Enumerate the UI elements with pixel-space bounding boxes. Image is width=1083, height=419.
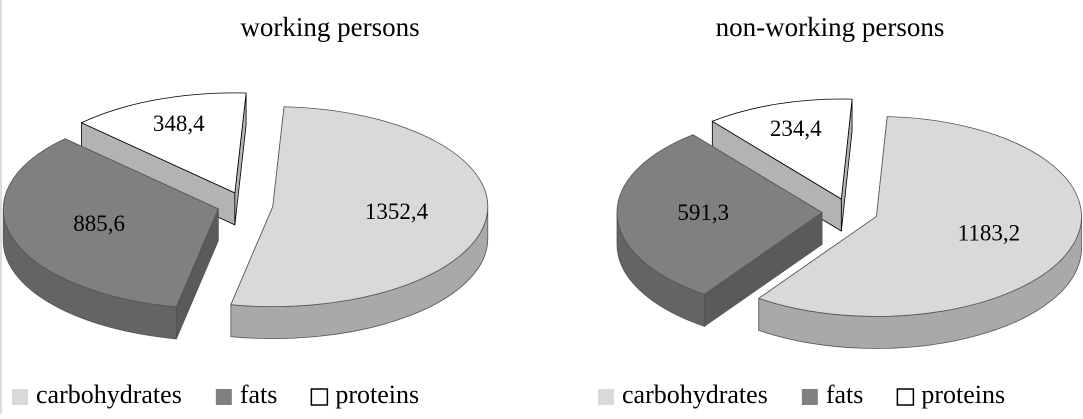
value-label: 591,3 [677,200,729,225]
legend-label: proteins [335,380,419,409]
pie-slice [616,134,823,328]
legend-swatch [310,388,329,406]
slice-top [2,138,219,308]
pie-slice [2,138,219,340]
legend-swatch [896,388,915,406]
value-label: 234,4 [770,116,822,141]
slice-top [711,98,853,200]
value-label: 1352,4 [365,199,429,224]
legend-swatch [801,389,818,405]
legend-swatch [215,389,232,405]
legend-swatch [12,389,28,405]
slice-top [616,134,823,295]
value-label: 1183,2 [958,221,1020,246]
value-label: 348,4 [153,111,205,136]
chart-title: working persons [240,12,419,42]
value-label: 885,6 [73,211,125,236]
chart-title: non-working persons [716,12,945,42]
legend-label: fats [240,380,278,409]
legend-label: proteins [921,380,1005,409]
slice-top [80,92,247,194]
pie-slice [757,116,1082,349]
slice-top [757,116,1082,317]
legend-label: fats [826,380,864,409]
legend-swatch [598,389,614,405]
legend-label: carbohydrates [36,380,182,409]
slice-top [230,106,489,307]
legend-label: carbohydrates [622,380,768,409]
pie-slice [230,106,489,339]
